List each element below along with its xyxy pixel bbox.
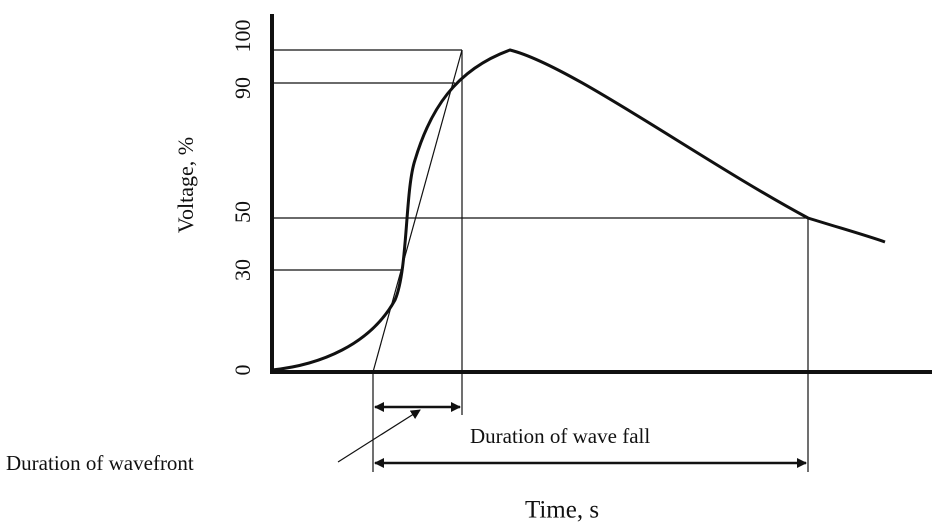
leader-line (337, 409, 421, 463)
y-tick-label: 100 (230, 20, 255, 53)
wave-curve (271, 48, 886, 372)
y-tick-label: 90 (230, 77, 255, 99)
front-line (372, 49, 463, 373)
x-axis-label: Time, s (525, 497, 599, 524)
y-axis-label: Voltage, % (173, 137, 198, 233)
front-label: Duration of wavefront (6, 451, 194, 475)
y-tick-label: 30 (230, 259, 255, 281)
y-tick-label: 0 (230, 365, 255, 376)
y-tick-label: 50 (230, 201, 255, 223)
fall-label: Duration of wave fall (470, 424, 650, 448)
